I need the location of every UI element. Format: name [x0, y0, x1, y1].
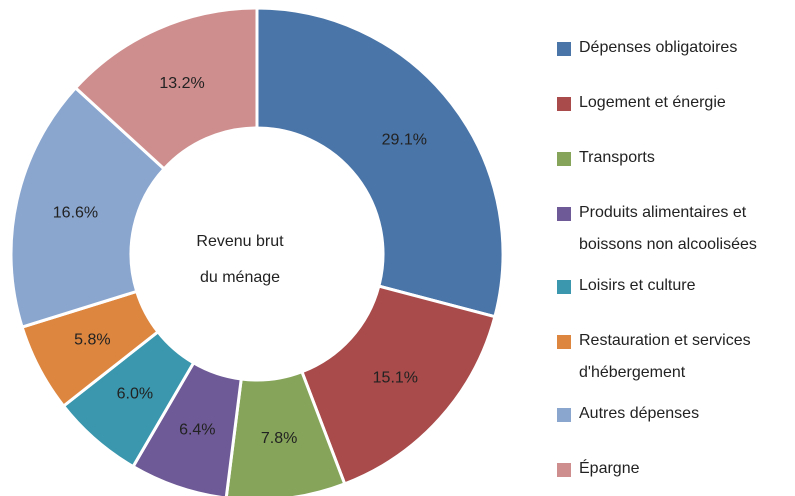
legend-swatch [557, 152, 571, 166]
legend-swatch [557, 280, 571, 294]
legend-label: Restauration et services d'hébergement [579, 332, 751, 381]
value-label: 6.4% [179, 421, 215, 438]
legend-swatch [557, 97, 571, 111]
slice [224, 369, 347, 496]
legend-item: Autres dépenses [557, 398, 792, 430]
legend-swatch [557, 408, 571, 422]
slice [9, 85, 167, 329]
center-label: du ménage [200, 269, 280, 286]
legend-item: Loisirs et culture [557, 270, 792, 302]
slice [255, 6, 505, 319]
legend-item: Restauration et services d'hébergement [557, 325, 792, 389]
legend-label: Autres dépenses [579, 405, 700, 422]
legend-label: Épargne [579, 460, 640, 477]
legend: Dépenses obligatoires Logement et énergie… [557, 32, 792, 496]
value-label: 7.8% [261, 430, 297, 447]
legend-item: Épargne [557, 453, 792, 485]
legend-swatch [557, 463, 571, 477]
value-label: 15.1% [373, 370, 418, 387]
legend-swatch [557, 207, 571, 221]
slice [299, 284, 497, 486]
legend-item: Dépenses obligatoires [557, 32, 792, 64]
value-label: 5.8% [74, 332, 110, 349]
legend-swatch [557, 335, 571, 349]
legend-label: Produits alimentaires et boissons non al… [579, 204, 757, 253]
value-label: 13.2% [159, 75, 204, 92]
center-label: Revenu brut [196, 233, 284, 250]
value-label: 29.1% [382, 132, 427, 149]
slice [73, 6, 259, 172]
legend-label: Loisirs et culture [579, 277, 696, 294]
legend-item: Transports [557, 142, 792, 174]
legend-swatch [557, 42, 571, 56]
value-label: 16.6% [53, 205, 98, 222]
value-label: 6.0% [117, 386, 153, 403]
legend-label: Dépenses obligatoires [579, 39, 738, 56]
legend-item: Produits alimentaires et boissons non al… [557, 197, 792, 261]
legend-label: Transports [579, 149, 655, 166]
legend-label: Logement et énergie [579, 94, 726, 111]
legend-item: Logement et énergie [557, 87, 792, 119]
